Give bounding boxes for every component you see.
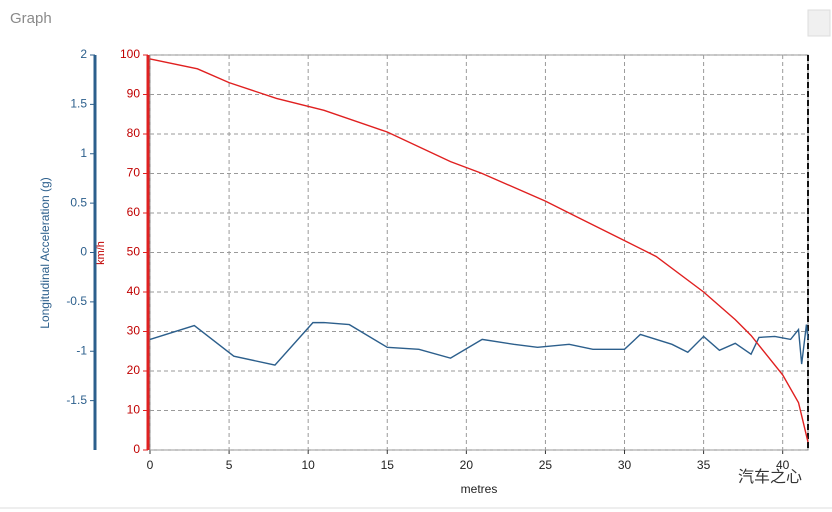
x-tick-label: 35 xyxy=(697,458,711,472)
y2-tick-label: 80 xyxy=(127,126,141,140)
x-tick-label: 40 xyxy=(776,458,790,472)
window-title: Graph xyxy=(10,10,52,27)
watermark: 汽车之心 xyxy=(738,468,802,486)
x-tick-label: 20 xyxy=(460,458,474,472)
y2-tick-label: 0 xyxy=(133,442,140,456)
x-tick-label: 15 xyxy=(381,458,395,472)
x-tick-label: 10 xyxy=(301,458,315,472)
y2-tick-label: 60 xyxy=(127,205,141,219)
y2-tick-label: 100 xyxy=(120,47,140,61)
series-line xyxy=(149,321,809,366)
y-tick-label: 1 xyxy=(80,146,87,160)
x-tick-label: 5 xyxy=(226,458,233,472)
y2-tick-label: 90 xyxy=(127,87,141,101)
y2-tick-label: 20 xyxy=(127,363,141,377)
y-tick-label: -1.5 xyxy=(66,393,87,407)
y2-tick-label: 10 xyxy=(127,403,141,417)
y-tick-label: 0.5 xyxy=(70,195,87,209)
x-tick-label: 30 xyxy=(618,458,632,472)
x-axis-label: metres xyxy=(461,482,498,496)
y-tick-label: 1.5 xyxy=(70,97,87,111)
y2-tick-label: 40 xyxy=(127,284,141,298)
y2-tick-label: 50 xyxy=(127,245,141,259)
y2-tick-label: 30 xyxy=(127,324,141,338)
y2-tick-label: 70 xyxy=(127,166,141,180)
x-tick-label: 25 xyxy=(539,458,553,472)
x-tick-label: 0 xyxy=(147,458,154,472)
window-button[interactable] xyxy=(807,9,831,37)
y-tick-label: 0 xyxy=(80,245,87,259)
series-line xyxy=(149,58,809,443)
y-tick-label: -0.5 xyxy=(66,294,87,308)
y2-axis-label: km/h xyxy=(95,241,107,265)
y-tick-label: -1 xyxy=(76,343,87,357)
y-tick-label: 2 xyxy=(80,47,87,61)
y-axis-label: Longitudinal Acceleration (g) xyxy=(38,177,52,328)
